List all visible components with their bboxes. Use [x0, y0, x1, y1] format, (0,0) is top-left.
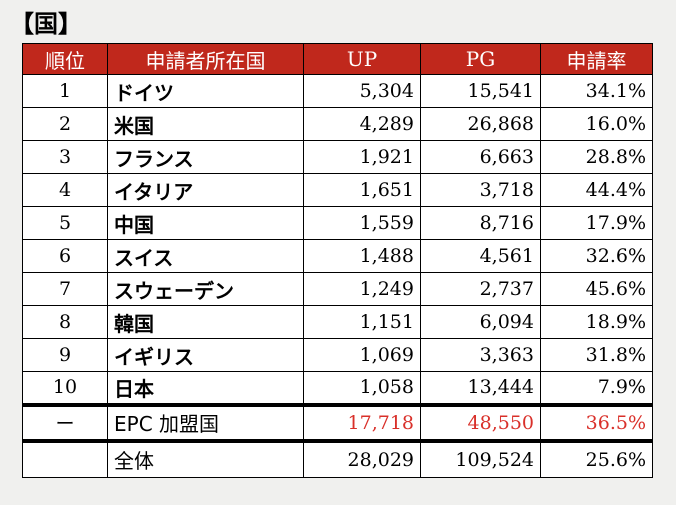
- rank-cell: 2: [23, 108, 108, 141]
- country-cell: 米国: [108, 108, 304, 141]
- rate-cell: 31.8%: [541, 339, 653, 372]
- rank-cell: 7: [23, 273, 108, 306]
- country-cell: EPC 加盟国: [108, 405, 304, 441]
- table-row: 5 中国 1,559 8,716 17.9%: [23, 207, 653, 240]
- country-cell: イタリア: [108, 174, 304, 207]
- country-cell: 日本: [108, 372, 304, 405]
- up-cell: 1,151: [304, 306, 421, 339]
- rank-cell: 3: [23, 141, 108, 174]
- pg-cell: 26,868: [421, 108, 541, 141]
- pg-cell: 2,737: [421, 273, 541, 306]
- rank-cell: 6: [23, 240, 108, 273]
- rate-cell: 34.1%: [541, 75, 653, 108]
- country-cell: スイス: [108, 240, 304, 273]
- rank-cell: 1: [23, 75, 108, 108]
- country-cell: イギリス: [108, 339, 304, 372]
- total-row: 全体 28,029 109,524 25.6%: [23, 441, 653, 478]
- rank-cell: 5: [23, 207, 108, 240]
- country-cell: 全体: [108, 441, 304, 478]
- rate-cell: 7.9%: [541, 372, 653, 405]
- rate-cell: 28.8%: [541, 141, 653, 174]
- pg-cell: 13,444: [421, 372, 541, 405]
- pg-cell: 3,363: [421, 339, 541, 372]
- rank-cell: 10: [23, 372, 108, 405]
- page-title: 【国】: [10, 4, 82, 39]
- table-row: 6 スイス 1,488 4,561 32.6%: [23, 240, 653, 273]
- up-cell: 1,249: [304, 273, 421, 306]
- header-country: 申請者所在国: [108, 44, 304, 75]
- rate-cell: 18.9%: [541, 306, 653, 339]
- country-cell: 韓国: [108, 306, 304, 339]
- country-cell: フランス: [108, 141, 304, 174]
- header-pg: PG: [421, 44, 541, 75]
- pg-cell: 4,561: [421, 240, 541, 273]
- up-cell: 1,559: [304, 207, 421, 240]
- header-up: UP: [304, 44, 421, 75]
- header-rate: 申請率: [541, 44, 653, 75]
- up-cell: 1,651: [304, 174, 421, 207]
- pg-cell: 6,094: [421, 306, 541, 339]
- rank-cell: 9: [23, 339, 108, 372]
- epc-row: ー EPC 加盟国 17,718 48,550 36.5%: [23, 405, 653, 441]
- country-cell: 中国: [108, 207, 304, 240]
- pg-cell: 48,550: [421, 405, 541, 441]
- pg-cell: 15,541: [421, 75, 541, 108]
- rank-cell: ー: [23, 405, 108, 441]
- table-header-row: 順位 申請者所在国 UP PG 申請率: [23, 44, 653, 75]
- rate-cell: 44.4%: [541, 174, 653, 207]
- rank-cell: 4: [23, 174, 108, 207]
- up-cell: 28,029: [304, 441, 421, 478]
- up-cell: 4,289: [304, 108, 421, 141]
- table-row: 2 米国 4,289 26,868 16.0%: [23, 108, 653, 141]
- table-row: 8 韓国 1,151 6,094 18.9%: [23, 306, 653, 339]
- header-rank: 順位: [23, 44, 108, 75]
- rate-cell: 45.6%: [541, 273, 653, 306]
- rate-cell: 25.6%: [541, 441, 653, 478]
- country-ranking-table: 順位 申請者所在国 UP PG 申請率 1 ドイツ 5,304 15,541 3…: [22, 43, 653, 478]
- up-cell: 17,718: [304, 405, 421, 441]
- up-cell: 1,058: [304, 372, 421, 405]
- rate-cell: 17.9%: [541, 207, 653, 240]
- pg-cell: 109,524: [421, 441, 541, 478]
- up-cell: 5,304: [304, 75, 421, 108]
- table-row: 7 スウェーデン 1,249 2,737 45.6%: [23, 273, 653, 306]
- up-cell: 1,488: [304, 240, 421, 273]
- rate-cell: 16.0%: [541, 108, 653, 141]
- table-row: 3 フランス 1,921 6,663 28.8%: [23, 141, 653, 174]
- rate-cell: 36.5%: [541, 405, 653, 441]
- rank-cell: 8: [23, 306, 108, 339]
- table-row: 4 イタリア 1,651 3,718 44.4%: [23, 174, 653, 207]
- pg-cell: 6,663: [421, 141, 541, 174]
- rate-cell: 32.6%: [541, 240, 653, 273]
- pg-cell: 8,716: [421, 207, 541, 240]
- up-cell: 1,921: [304, 141, 421, 174]
- country-cell: スウェーデン: [108, 273, 304, 306]
- country-cell: ドイツ: [108, 75, 304, 108]
- rank-cell: [23, 441, 108, 478]
- pg-cell: 3,718: [421, 174, 541, 207]
- up-cell: 1,069: [304, 339, 421, 372]
- table-row: 9 イギリス 1,069 3,363 31.8%: [23, 339, 653, 372]
- table-row: 1 ドイツ 5,304 15,541 34.1%: [23, 75, 653, 108]
- table-row: 10 日本 1,058 13,444 7.9%: [23, 372, 653, 405]
